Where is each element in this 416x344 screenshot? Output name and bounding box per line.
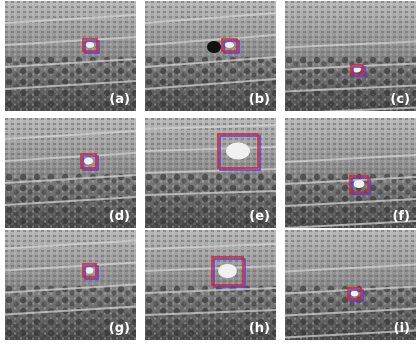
target xyxy=(351,291,359,297)
panel-label: (b) xyxy=(249,92,270,107)
panel-label: (i) xyxy=(394,321,410,336)
target xyxy=(218,264,237,278)
target xyxy=(84,158,93,165)
image-panel: (d) xyxy=(5,118,136,228)
image-panel: (a) xyxy=(5,1,136,111)
image-panel: (e) xyxy=(145,118,276,228)
image-panel: (b) xyxy=(145,1,276,111)
target xyxy=(225,42,234,48)
panel-label: (e) xyxy=(249,209,270,224)
target xyxy=(354,180,365,188)
image-panel: (i) xyxy=(285,230,416,340)
panel-label: (d) xyxy=(109,209,130,224)
panel-label: (c) xyxy=(390,92,410,107)
image-panel: (h) xyxy=(145,230,276,340)
target xyxy=(226,143,250,160)
target xyxy=(86,267,94,274)
image-panel: (c) xyxy=(285,1,416,114)
image-panel: (g) xyxy=(5,230,136,340)
panel-label: (h) xyxy=(249,321,270,336)
shadow-blob xyxy=(207,41,221,53)
panel-label: (g) xyxy=(109,321,130,336)
panel-label: (a) xyxy=(109,92,130,107)
image-panel: (f) xyxy=(285,118,416,228)
target xyxy=(86,42,94,48)
figure: (a) (b) (c) (d) (e) (f) (g) (h) (i) xyxy=(0,0,416,344)
panel-label: (f) xyxy=(392,209,410,224)
